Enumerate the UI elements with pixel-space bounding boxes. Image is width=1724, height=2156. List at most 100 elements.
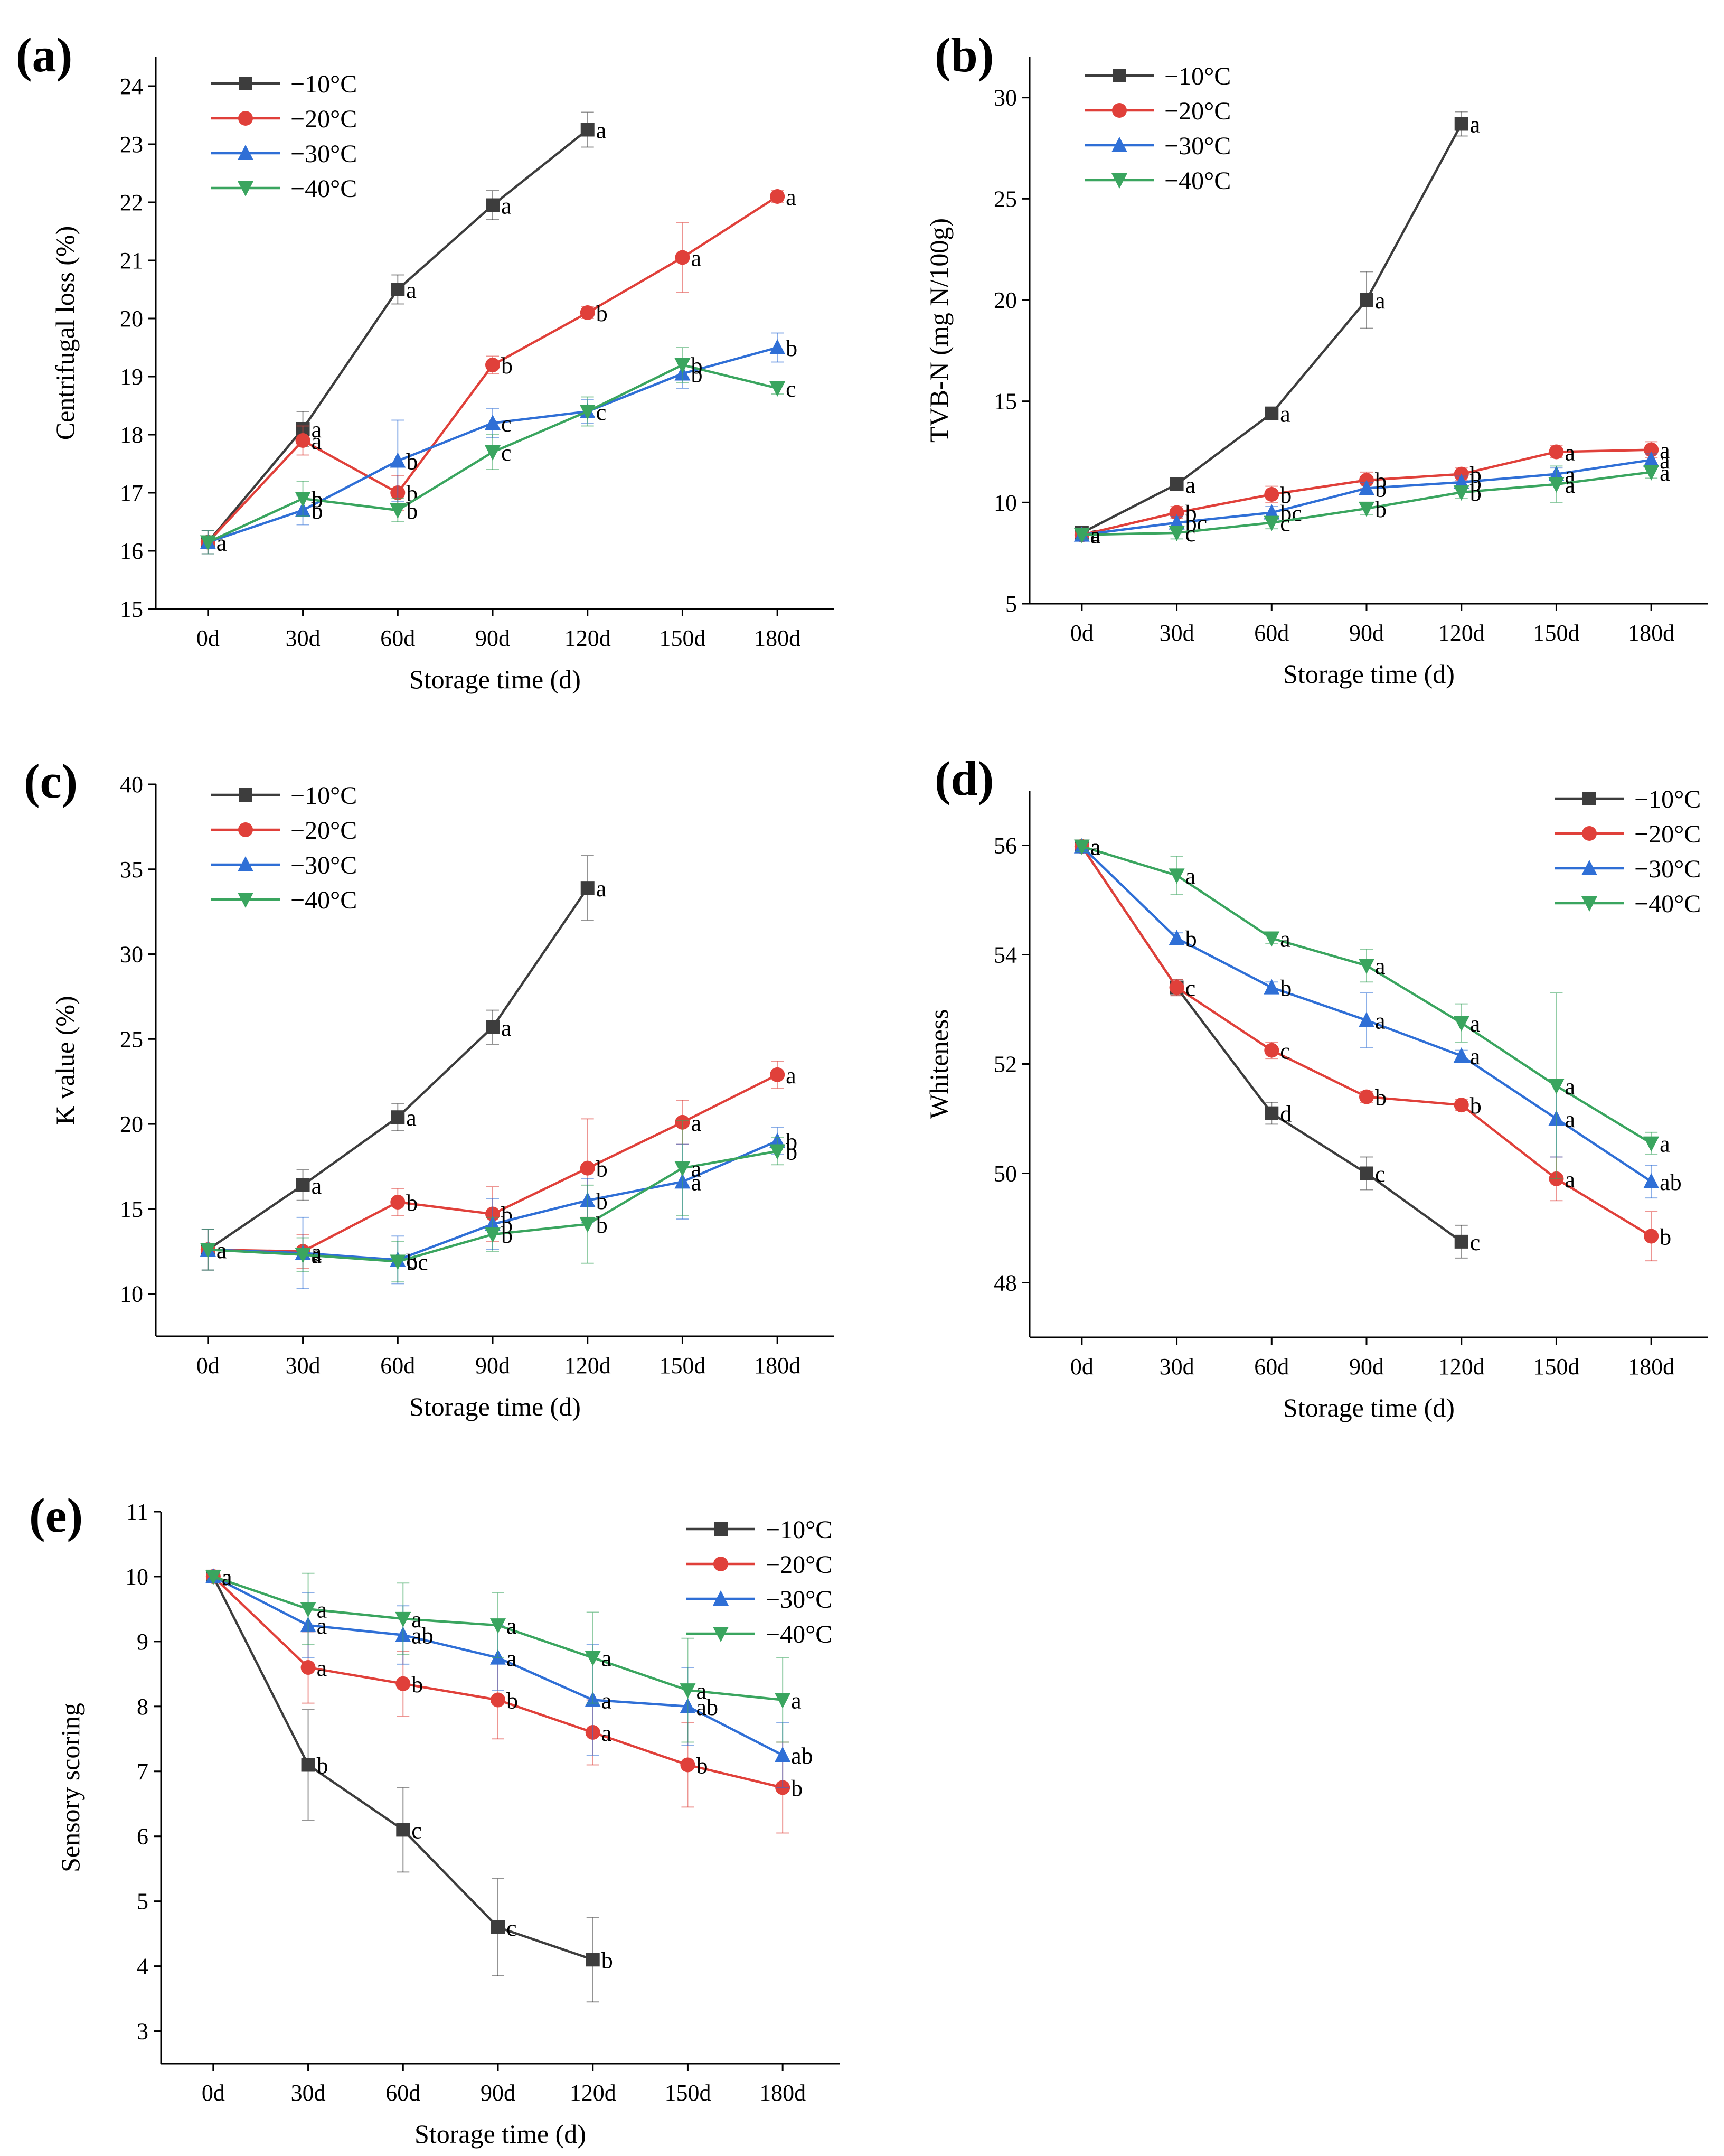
significance-label: b [596,1156,608,1182]
x-tick-label: 150d [1533,620,1579,646]
significance-label: b [596,1212,608,1238]
significance-label: a [406,1105,417,1131]
significance-label: a [1470,1011,1481,1037]
data-point [486,198,500,212]
data-point [1170,477,1184,491]
significance-label: a [1090,835,1101,860]
x-tick-label: 120d [564,1353,611,1379]
y-tick-label: 8 [137,1694,148,1720]
x-tick-label: 120d [564,625,611,651]
data-point [580,123,595,137]
legend: −10°C −20°C −30°C −40°C [211,782,357,914]
data-point [1169,980,1184,995]
x-tick-label: 150d [659,625,705,651]
significance-label: a [601,1720,612,1746]
x-tick-label: 150d [664,2080,711,2106]
legend-label: −30°C [290,140,357,168]
y-tick-label: 25 [994,186,1017,212]
significance-label: a [1375,1008,1386,1034]
x-tick-label: 60d [380,625,415,651]
significance-label: a [312,1239,322,1265]
y-tick-label: 20 [120,306,143,332]
significance-label: a [596,118,607,144]
data-point [391,283,405,296]
y-tick-label: 10 [125,1564,148,1590]
legend-label: −20°C [1164,97,1231,125]
significance-label: a [786,1063,796,1089]
x-tick-label: 30d [286,1353,321,1379]
significance-label: b [1660,1224,1671,1250]
data-point [680,1757,695,1773]
data-point [1264,504,1280,520]
significance-label: a [1470,1044,1481,1070]
significance-label: ab [791,1743,813,1769]
legend-label: −40°C [290,886,357,914]
legend-label: −40°C [290,175,357,203]
significance-label: c [1280,511,1290,537]
x-tick-label: 120d [1438,1354,1485,1380]
y-tick-label: 21 [120,248,143,274]
significance-label: a [1565,1107,1575,1132]
significance-label: a [222,1564,232,1590]
y-tick-label: 5 [137,1889,148,1915]
significance-label: b [406,449,418,475]
data-point [1360,293,1374,307]
x-tick-label: 180d [1628,620,1674,646]
significance-label: c [406,1248,417,1273]
y-tick-label: 56 [994,833,1017,859]
x-tick-label: 150d [1533,1354,1579,1380]
y-tick-label: 19 [120,364,143,390]
data-point [579,405,596,420]
x-tick-label: 60d [1254,1354,1289,1380]
significance-label: a [691,1110,701,1136]
x-tick-label: 120d [1438,620,1485,646]
data-point [295,492,311,507]
data-point [390,452,406,468]
significance-label: a [691,1169,701,1195]
series-line [1081,123,1463,534]
y-axis-title: Centrifugal loss (%) [50,226,80,440]
y-tick-label: 52 [994,1052,1017,1077]
y-tick-label: 15 [994,389,1017,415]
significance-label: b [312,498,323,524]
legend-marker [1113,69,1126,82]
data-point [491,1920,505,1934]
significance-label: bc [406,1250,428,1276]
y-tick-label: 25 [120,1026,143,1052]
chart-panel-d: (d) 48 50 52 54 56 0d 30d 60d 90d 120d 150d 180d Stor… [924,752,1708,1422]
significance-label: b [596,1188,608,1214]
legend-label: −30°C [766,1586,832,1614]
x-axis-title: Storage time (d) [414,2119,586,2149]
y-tick-label: 30 [120,942,143,968]
data-point [295,433,310,448]
data-point [580,305,595,320]
data-point [769,1144,786,1160]
significance-label: b [411,1672,423,1698]
legend-label: −40°C [766,1620,832,1648]
data-point [1453,474,1469,489]
data-point [1359,959,1375,974]
significance-label: a [1185,472,1196,498]
data-point [674,358,691,373]
legend-label: −30°C [1634,855,1701,883]
legend-marker [238,111,253,126]
significance-label: a [312,417,322,443]
chart-panel-b: (b) 5 10 15 20 25 30 0d 30d 60d 90d 120d 150d 180d Sto… [924,28,1708,689]
data-point [1169,930,1185,945]
data-point [1453,485,1469,501]
significance-label: c [501,440,512,466]
data-point [1453,1016,1469,1032]
x-tick-label: 180d [754,1353,800,1379]
legend-marker [239,788,252,802]
significance-label: a [1375,953,1386,979]
significance-label: a [786,184,796,210]
data-point [1265,1106,1279,1120]
significance-label: b [1375,496,1387,522]
data-point [1643,451,1660,467]
y-axis-title: Whiteness [924,1009,954,1119]
data-point [490,1618,506,1634]
significance-label: a [1565,440,1575,466]
